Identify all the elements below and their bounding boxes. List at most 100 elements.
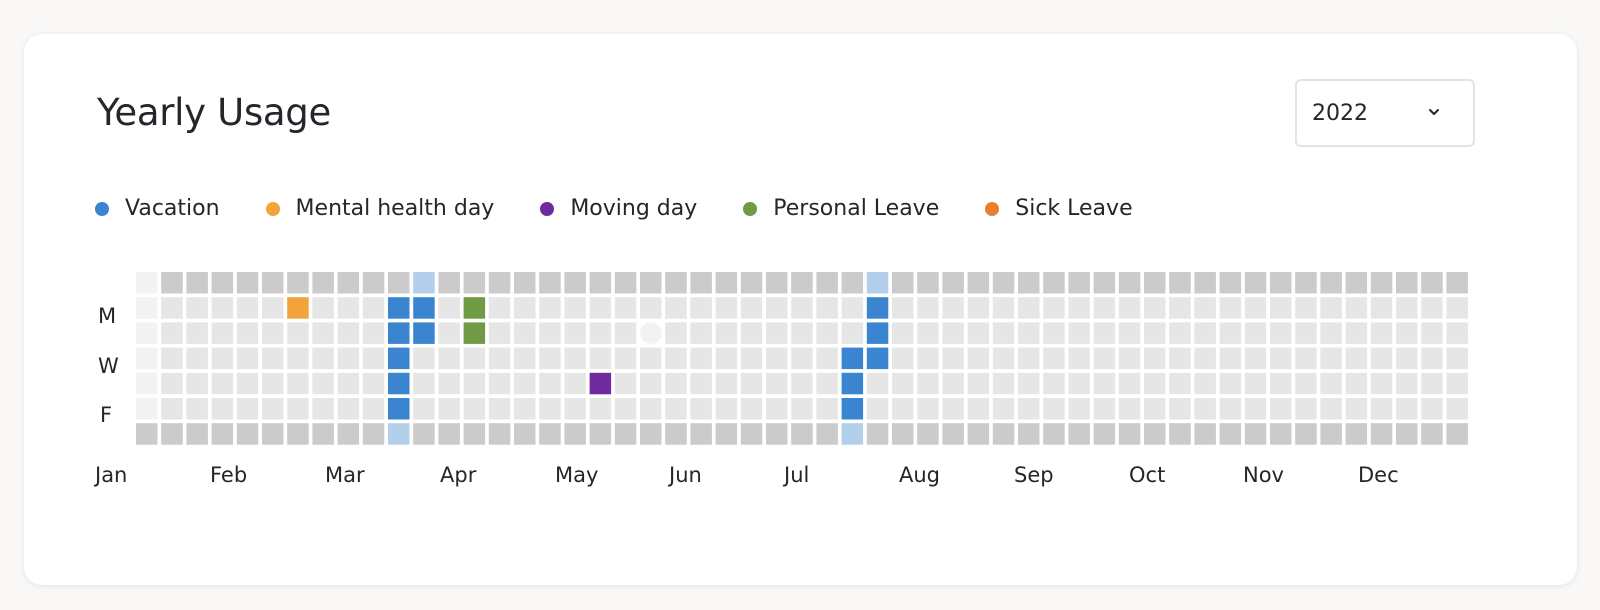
day-cell[interactable] (1446, 398, 1468, 420)
day-cell[interactable] (236, 272, 259, 294)
day-cell[interactable] (312, 372, 334, 395)
day-cell[interactable] (816, 423, 838, 445)
day-cell[interactable] (917, 423, 939, 445)
day-cell-vacation[interactable] (866, 322, 889, 344)
day-cell[interactable] (1219, 372, 1242, 395)
day-cell[interactable] (866, 423, 889, 445)
day-cell[interactable] (438, 297, 460, 319)
day-cell[interactable] (1118, 347, 1141, 370)
day-cell[interactable] (287, 372, 309, 395)
day-cell[interactable] (690, 423, 712, 445)
day-cell[interactable] (262, 347, 284, 370)
day-cell[interactable] (564, 272, 586, 294)
day-cell[interactable] (1169, 372, 1191, 395)
day-cell[interactable] (211, 272, 234, 294)
day-cell[interactable] (665, 347, 687, 370)
day-cell[interactable] (514, 322, 536, 344)
day-cell[interactable] (967, 322, 990, 344)
day-cell[interactable] (488, 297, 511, 319)
day-cell[interactable] (337, 398, 360, 420)
day-cell-vacation[interactable] (866, 297, 889, 319)
day-cell-outside-year[interactable] (136, 297, 158, 319)
day-cell[interactable] (337, 272, 360, 294)
day-cell[interactable] (1118, 372, 1141, 395)
day-cell[interactable] (766, 372, 788, 395)
day-cell[interactable] (1018, 322, 1040, 344)
day-cell[interactable] (1270, 272, 1292, 294)
day-cell[interactable] (463, 423, 486, 445)
day-cell[interactable] (312, 297, 334, 319)
day-cell[interactable] (1093, 272, 1116, 294)
day-cell[interactable] (564, 347, 586, 370)
day-cell[interactable] (413, 347, 435, 370)
day-cell[interactable] (665, 297, 687, 319)
day-cell[interactable] (1370, 398, 1393, 420)
day-cell[interactable] (161, 398, 183, 420)
day-cell[interactable] (992, 322, 1015, 344)
day-cell[interactable] (1396, 423, 1418, 445)
day-cell[interactable] (791, 398, 813, 420)
day-cell[interactable] (1295, 297, 1317, 319)
day-cell[interactable] (1169, 272, 1191, 294)
day-cell[interactable] (1144, 347, 1166, 370)
day-cell[interactable] (1118, 322, 1141, 344)
day-cell[interactable] (1345, 272, 1368, 294)
day-cell[interactable] (1144, 272, 1166, 294)
day-cell[interactable] (1093, 423, 1116, 445)
day-cell[interactable] (362, 398, 385, 420)
day-cell[interactable] (1118, 398, 1141, 420)
day-cell[interactable] (992, 372, 1015, 395)
day-cell[interactable] (1093, 347, 1116, 370)
day-cell[interactable] (640, 398, 662, 420)
day-cell[interactable] (186, 322, 208, 344)
day-cell[interactable] (1320, 423, 1342, 445)
day-cell[interactable] (1421, 398, 1443, 420)
day-cell[interactable] (438, 423, 460, 445)
day-cell[interactable] (539, 297, 561, 319)
day-cell[interactable] (690, 372, 712, 395)
day-cell[interactable] (690, 322, 712, 344)
day-cell[interactable] (1194, 347, 1216, 370)
day-cell[interactable] (1446, 322, 1468, 344)
day-cell[interactable] (262, 372, 284, 395)
day-cell[interactable] (841, 297, 864, 319)
day-cell[interactable] (992, 347, 1015, 370)
day-cell[interactable] (438, 372, 460, 395)
day-cell[interactable] (161, 372, 183, 395)
day-cell[interactable] (1118, 272, 1141, 294)
day-cell[interactable] (1396, 398, 1418, 420)
day-cell[interactable] (791, 423, 813, 445)
day-cell[interactable] (665, 372, 687, 395)
day-cell-vacation[interactable] (841, 347, 864, 370)
day-cell[interactable] (614, 423, 637, 445)
day-cell[interactable] (1244, 347, 1267, 370)
year-select[interactable]: 2022 (1295, 79, 1475, 147)
day-cell[interactable] (1244, 372, 1267, 395)
day-cell[interactable] (1194, 297, 1216, 319)
day-cell[interactable] (967, 372, 990, 395)
day-cell[interactable] (1043, 297, 1065, 319)
day-cell[interactable] (1018, 347, 1040, 370)
day-cell[interactable] (1421, 372, 1443, 395)
day-cell[interactable] (1144, 423, 1166, 445)
day-cell[interactable] (1219, 272, 1242, 294)
day-cell[interactable] (463, 372, 486, 395)
day-cell[interactable] (413, 423, 435, 445)
day-cell-vacation[interactable] (413, 322, 435, 344)
day-cell[interactable] (1345, 322, 1368, 344)
day-cell[interactable] (161, 272, 183, 294)
day-cell[interactable] (1144, 398, 1166, 420)
day-cell[interactable] (967, 423, 990, 445)
day-cell[interactable] (967, 398, 990, 420)
day-cell[interactable] (136, 423, 158, 445)
day-cell[interactable] (1043, 372, 1065, 395)
today-marker[interactable] (640, 322, 662, 344)
day-cell[interactable] (740, 372, 763, 395)
day-cell[interactable] (1320, 272, 1342, 294)
day-cell[interactable] (1295, 372, 1317, 395)
day-cell[interactable] (942, 272, 964, 294)
day-cell[interactable] (514, 297, 536, 319)
day-cell[interactable] (1270, 423, 1292, 445)
day-cell[interactable] (942, 297, 964, 319)
day-cell[interactable] (1270, 372, 1292, 395)
